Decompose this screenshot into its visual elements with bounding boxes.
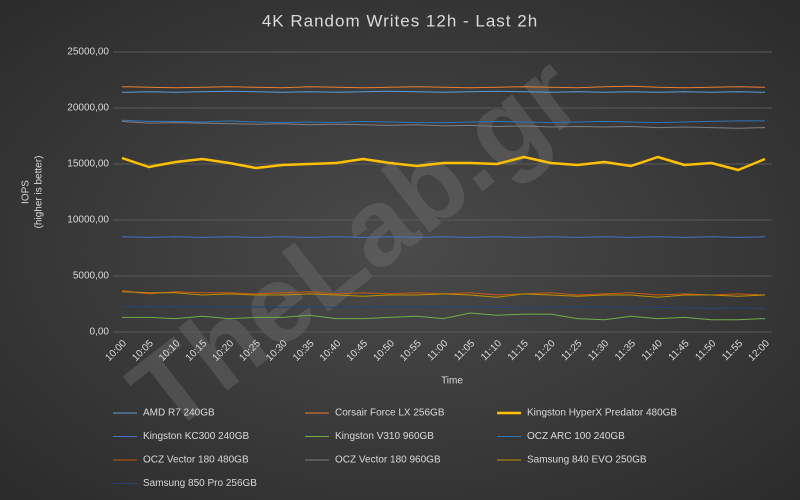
x-tick-label: 11:20 (533, 338, 558, 363)
series-line (121, 291, 766, 298)
series-line (121, 119, 765, 124)
x-tick-label: 11:40 (640, 338, 665, 363)
y-tick-label: 5000,00 (73, 271, 110, 282)
legend-label: Kingston HyperX Predator 480GB (527, 408, 677, 419)
y-tick-label: 25000,00 (67, 47, 109, 58)
x-tick-label: 11:00 (426, 338, 451, 363)
x-tick-label: 11:30 (586, 338, 611, 363)
series-line (121, 305, 766, 309)
series-line (122, 312, 766, 321)
x-tick-label: 10:50 (371, 338, 397, 364)
legend-label: OCZ Vector 180 960GB (335, 455, 441, 466)
legend-label: OCZ ARC 100 240GB (527, 431, 625, 442)
legend-label: Samsung 850 Pro 256GB (143, 478, 257, 489)
chart-title: 4K Random Writes 12h - Last 2h (262, 11, 538, 30)
y-tick-label: 20000,00 (67, 103, 109, 114)
legend-label: OCZ Vector 180 480GB (143, 455, 249, 466)
y-axis-label: IOPS (21, 180, 32, 204)
legend-label: AMD R7 240GB (143, 408, 215, 419)
series-line (121, 236, 766, 238)
x-tick-label: 10:45 (345, 338, 371, 364)
x-axis-label: Time (441, 376, 463, 387)
y-tick-label: 10000,00 (67, 215, 109, 226)
legend-label: Samsung 840 EVO 250GB (527, 455, 647, 466)
series-line (121, 85, 766, 89)
x-tick-label: 10:55 (398, 338, 424, 364)
y-tick-label: 0,00 (90, 327, 110, 338)
x-tick-label: 11:05 (452, 338, 477, 363)
x-tick-label: 11:10 (479, 338, 504, 363)
x-tick-label: 12:00 (747, 338, 773, 364)
legend-label: Kingston V310 960GB (335, 431, 434, 442)
legend-label: Corsair Force LX 256GB (335, 408, 445, 419)
y-tick-label: 15000,00 (67, 159, 109, 170)
x-tick-label: 11:35 (613, 338, 638, 363)
series-line (121, 155, 766, 172)
y-axis-sublabel: (higher is better) (34, 156, 45, 229)
legend-label: Kingston KC300 240GB (143, 431, 250, 442)
x-tick-label: 11:15 (506, 338, 531, 363)
watermark: TheLab.gr (107, 31, 602, 455)
series-line (121, 90, 766, 93)
x-tick-label: 11:45 (667, 338, 692, 363)
x-tick-label: 11:25 (559, 338, 584, 363)
x-tick-label: 11:50 (693, 338, 718, 363)
x-tick-label: 11:55 (720, 338, 745, 363)
series-line (121, 120, 766, 129)
